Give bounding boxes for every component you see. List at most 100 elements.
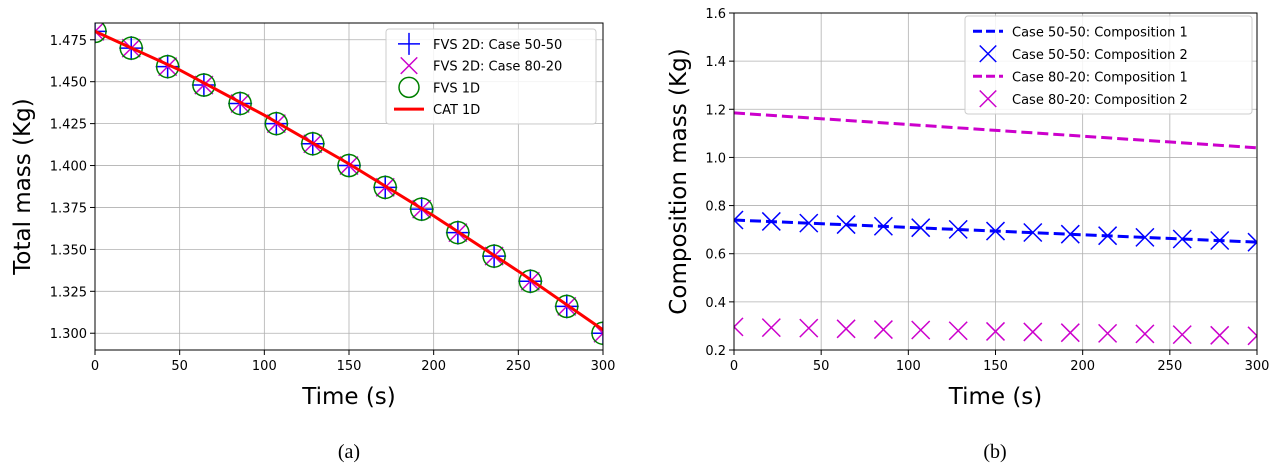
data-point-x: [1172, 229, 1192, 249]
data-point-x: [1060, 224, 1080, 244]
series-line: [734, 111, 1257, 150]
x-tick-label: 100: [252, 359, 277, 374]
data-point-x: [985, 321, 1006, 341]
x-axis-label: Time (s): [301, 384, 396, 410]
legend-frame: [964, 15, 1253, 115]
y-tick-label: 1.475: [50, 34, 87, 49]
data-point-circle: [155, 54, 180, 79]
y-tick-label: 1.325: [50, 285, 87, 300]
y-tick-label: 1.450: [50, 76, 87, 91]
y-tick-label: 0.8: [705, 200, 726, 215]
data-point-x: [1247, 232, 1257, 252]
data-point-x: [1023, 322, 1043, 342]
legend-label: FVS 2D: Case 80-20: [433, 60, 562, 75]
data-point-x: [1210, 325, 1230, 345]
y-tick-label: 1.400: [50, 160, 87, 175]
x-axis-label: Time (s): [948, 384, 1043, 410]
y-tick-label: 1.350: [50, 243, 87, 258]
data-point-x: [873, 320, 893, 340]
data-point-x: [734, 317, 744, 337]
legend-frame: [385, 28, 597, 125]
y-axis-label: Composition mass (Kg): [666, 48, 692, 314]
legend-label: Case 80-20: Composition 2: [1012, 93, 1188, 108]
x-tick-label: 200: [421, 359, 446, 374]
data-point-x: [761, 211, 781, 231]
data-point-circle: [555, 294, 579, 319]
data-point-x: [1098, 323, 1118, 343]
legend: FVS 2D: Case 50-50 FVS 2D: Case 80-20 FVS …: [385, 28, 597, 125]
legend-marker-x: [979, 89, 997, 108]
data-point-x: [799, 318, 819, 338]
x-tick-label: 300: [591, 359, 616, 374]
data-point-circle: [373, 175, 397, 200]
data-point-circle: [192, 73, 216, 97]
y-tick-label: 0.4: [705, 296, 726, 311]
data-point-x: [799, 213, 819, 233]
series-line: [95, 30, 603, 332]
data-point-x: [1098, 226, 1118, 246]
data-point-x: [836, 215, 856, 235]
legend-label: Case 80-20: Composition 1: [1012, 70, 1188, 85]
data-point-circle: [228, 91, 252, 116]
x-tick-label: 50: [171, 359, 188, 374]
x-tick-label: 300: [1245, 359, 1270, 374]
panel-caption: (a): [338, 441, 360, 463]
plot-area: [734, 111, 1257, 346]
legend-marker-plus: [398, 32, 420, 55]
y-tick-label: 1.425: [50, 118, 87, 133]
data-point-circle: [409, 197, 434, 221]
x-tick-label: 200: [1070, 359, 1095, 374]
data-point-x: [1023, 223, 1043, 243]
y-tick-label: 1.300: [50, 327, 87, 342]
data-point-x: [985, 221, 1006, 241]
legend-marker-x: [400, 56, 418, 75]
legend-label: FVS 2D: Case 50-50: [433, 38, 562, 53]
data-point-circle: [264, 111, 289, 136]
y-tick-label: 1.4: [705, 55, 726, 70]
data-point-circle: [446, 220, 470, 245]
data-point-x: [911, 218, 931, 238]
x-tick-label: 250: [1157, 359, 1182, 374]
x-tick-label: 50: [813, 359, 830, 374]
y-tick-label: 1.0: [705, 151, 726, 166]
x-tick-label: 100: [896, 359, 921, 374]
data-point-x: [1135, 324, 1155, 344]
x-tick-label: 150: [337, 359, 362, 374]
data-point-x: [1060, 323, 1080, 343]
legend-marker-x: [979, 44, 997, 63]
data-point-x: [836, 319, 856, 339]
chart-panel-a: 0 50 100 150 200 250 300 1.300 1.325 1.350 1.375 1.…: [10, 22, 616, 463]
x-tick-label: 0: [730, 359, 738, 374]
y-tick-label: 1.2: [705, 103, 726, 118]
data-point-circle: [482, 244, 506, 268]
data-point-x: [734, 210, 744, 230]
legend-marker-circle: [398, 76, 420, 99]
data-point-circle: [337, 153, 361, 178]
data-point-x: [948, 321, 968, 341]
legend-label: FVS 1D: [433, 81, 480, 96]
plot-area: [95, 23, 603, 346]
data-point-x: [1210, 230, 1230, 251]
chart-panel-b: 0 50 100 150 200 250 300 0.2 0.4 0.6 0.8 1.0 1.2 1.4 1…: [666, 7, 1269, 463]
data-point-x: [873, 216, 893, 236]
x-tick-label: 150: [983, 359, 1008, 374]
data-point-x: [761, 318, 781, 338]
y-tick-label: 0.6: [705, 248, 726, 263]
data-point-x: [95, 23, 105, 41]
legend-label: CAT 1D: [433, 103, 480, 118]
data-point-x: [911, 320, 931, 340]
x-tick-label: 0: [91, 359, 99, 374]
y-tick-label: 1.375: [50, 201, 87, 216]
data-point-x: [1172, 325, 1192, 345]
y-tick-label: 1.6: [705, 7, 726, 22]
data-point-circle: [95, 23, 107, 44]
data-point-x: [1247, 326, 1257, 346]
data-point-plus: [95, 23, 107, 44]
data-point-circle: [518, 269, 543, 293]
data-point-plus: [591, 321, 603, 346]
data-point-x: [948, 219, 968, 239]
data-point-circle: [591, 321, 603, 345]
y-axis-label: Total mass (Kg): [10, 98, 36, 275]
legend: Case 50-50: Composition 1 Case 50-50: Com…: [964, 15, 1253, 115]
